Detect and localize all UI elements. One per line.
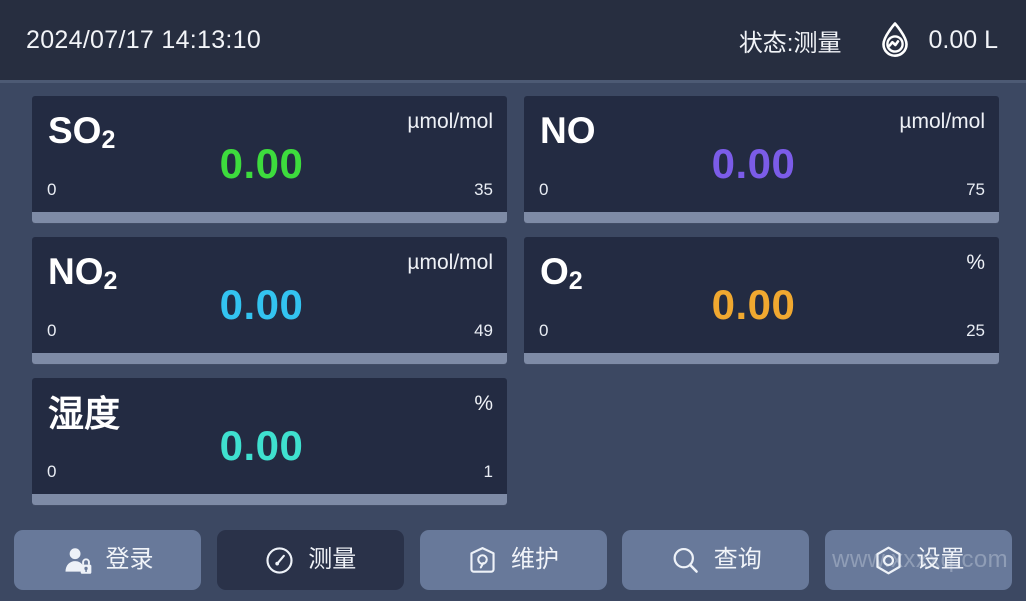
range-min-label: 0 (47, 462, 57, 481)
range-min-label: 0 (539, 321, 549, 340)
range-min-label: 0 (47, 321, 57, 340)
tank-volume-value: 0.00 L (928, 25, 998, 54)
measurement-card[interactable]: SO2 µmol/mol 0.00 0 35 (32, 96, 507, 223)
range-progress-track (32, 494, 507, 505)
measured-value: 0.00 (219, 140, 304, 187)
range-max-label: 25 (966, 321, 985, 340)
measured-value: 0.00 (711, 140, 796, 187)
range-min-label: 0 (539, 180, 549, 199)
measurement-card[interactable]: 湿度 % 0.00 0 1 (32, 378, 507, 505)
nav-button-login[interactable]: 登录 (14, 530, 201, 590)
nav-label: 测量 (308, 546, 357, 573)
card-body: NO2 µmol/mol 0.00 0 49 (32, 237, 507, 347)
nav-button-measure[interactable]: 测量 (216, 530, 404, 590)
nav-button-query[interactable]: 查询 (622, 530, 810, 590)
maintenance-shield-icon (470, 546, 495, 573)
nav-label: 设置 (916, 546, 965, 573)
range-max-label: 49 (474, 321, 493, 340)
nav-button-settings[interactable]: 设置 (825, 530, 1012, 590)
gas-label: NO2 (48, 251, 118, 295)
header-right-group: 状态:测量 0.00 L (739, 20, 998, 60)
bottom-navigation-bar: 登录 测量 维护 查询 (0, 523, 1026, 601)
measured-value: 0.00 (219, 281, 304, 328)
gas-label: 湿度 (48, 393, 121, 434)
user-lock-icon (64, 547, 91, 574)
hex-nut-icon (875, 546, 901, 574)
card-body: NO µmol/mol 0.00 0 75 (524, 96, 999, 206)
card-body: 湿度 % 0.00 0 1 (32, 378, 507, 488)
water-drop-icon (882, 22, 909, 57)
unit-label: µmol/mol (407, 110, 493, 133)
range-progress-track (32, 212, 507, 223)
range-progress-track (32, 353, 507, 364)
card-body: SO2 µmol/mol 0.00 0 35 (32, 96, 507, 206)
measurement-card[interactable]: NO2 µmol/mol 0.00 0 49 (32, 237, 507, 364)
status-header: 2024/07/17 14:13:10 状态:测量 0.00 L (0, 0, 1026, 83)
measured-value: 0.00 (711, 281, 796, 328)
range-max-label: 75 (966, 180, 985, 199)
datetime-display: 2024/07/17 14:13:10 (26, 25, 262, 54)
nav-label: 维护 (511, 546, 559, 573)
status-badge: 状态:测量 (738, 29, 842, 57)
measurement-card[interactable]: O2 % 0.00 0 25 (524, 237, 999, 364)
gas-label: SO2 (48, 110, 116, 154)
card-body: O2 % 0.00 0 25 (524, 237, 999, 347)
gas-label: O2 (540, 251, 583, 295)
measured-value: 0.00 (219, 422, 304, 469)
range-max-label: 1 (483, 462, 493, 481)
range-max-label: 35 (474, 180, 493, 199)
unit-label: µmol/mol (407, 251, 493, 274)
unit-label: % (966, 251, 985, 274)
gas-label: NO (540, 110, 596, 151)
range-min-label: 0 (47, 180, 57, 199)
gauge-icon (266, 546, 293, 574)
nav-label: 登录 (105, 546, 154, 573)
unit-label: % (474, 392, 493, 415)
nav-button-maintenance[interactable]: 维护 (419, 530, 607, 590)
measurement-card-grid: SO2 µmol/mol 0.00 0 35 NO µmol/mol 0.00 … (0, 83, 1026, 505)
unit-label: µmol/mol (899, 110, 985, 133)
nav-label: 查询 (713, 546, 762, 573)
search-icon (673, 547, 698, 573)
tank-level-indicator: 0.00 L (875, 20, 998, 60)
range-progress-track (524, 353, 999, 364)
measurement-card[interactable]: NO µmol/mol 0.00 0 75 (524, 96, 999, 223)
range-progress-track (524, 212, 999, 223)
